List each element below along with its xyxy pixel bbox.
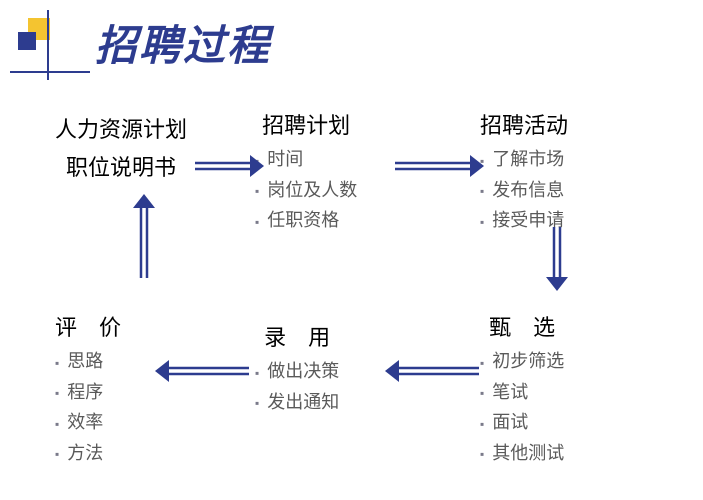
list-item: 做出决策 (255, 356, 339, 387)
node-title: 招聘活动 (480, 108, 568, 140)
list-item: 发布信息 (480, 175, 568, 206)
node-recruit-activity: 招聘活动 了解市场 发布信息 接受申请 (480, 108, 568, 236)
node-title: 录 用 (255, 320, 339, 352)
list-item: 发出通知 (255, 387, 339, 418)
arrow-icon (155, 360, 249, 382)
list-item: 初步筛选 (480, 346, 564, 377)
node-recruit-plan: 招聘计划 时间 岗位及人数 任职资格 (255, 108, 357, 236)
list-item: 时间 (255, 144, 357, 175)
node-subtitle: 职位说明书 (55, 150, 187, 182)
node-hire: 录 用 做出决策 发出通知 (255, 320, 339, 417)
node-items: 了解市场 发布信息 接受申请 (480, 144, 568, 236)
list-item: 程序 (55, 377, 121, 408)
node-items: 时间 岗位及人数 任职资格 (255, 144, 357, 236)
node-selection: 甄 选 初步筛选 笔试 面试 其他测试 (480, 310, 564, 468)
arrow-icon (395, 155, 484, 177)
page-title: 招聘过程 (95, 12, 271, 73)
node-title: 招聘计划 (255, 108, 357, 140)
list-item: 面试 (480, 407, 564, 438)
list-item: 效率 (55, 407, 121, 438)
arrow-icon (546, 227, 568, 291)
arrow-icon (385, 360, 479, 382)
node-items: 做出决策 发出通知 (255, 356, 339, 417)
title-decoration (10, 10, 90, 85)
list-item: 岗位及人数 (255, 175, 357, 206)
list-item: 任职资格 (255, 205, 357, 236)
node-evaluate: 评 价 思路 程序 效率 方法 (55, 310, 121, 468)
node-hr-plan: 人力资源计划 职位说明书 (55, 112, 187, 186)
list-item: 了解市场 (480, 144, 568, 175)
node-title: 甄 选 (480, 310, 564, 342)
list-item: 其他测试 (480, 438, 564, 469)
node-items: 思路 程序 效率 方法 (55, 346, 121, 468)
node-items: 初步筛选 笔试 面试 其他测试 (480, 346, 564, 468)
list-item: 方法 (55, 438, 121, 469)
list-item: 思路 (55, 346, 121, 377)
list-item: 笔试 (480, 377, 564, 408)
arrow-icon (133, 194, 155, 278)
node-title: 人力资源计划 (55, 112, 187, 144)
node-title: 评 价 (55, 310, 121, 342)
arrow-icon (195, 155, 264, 177)
